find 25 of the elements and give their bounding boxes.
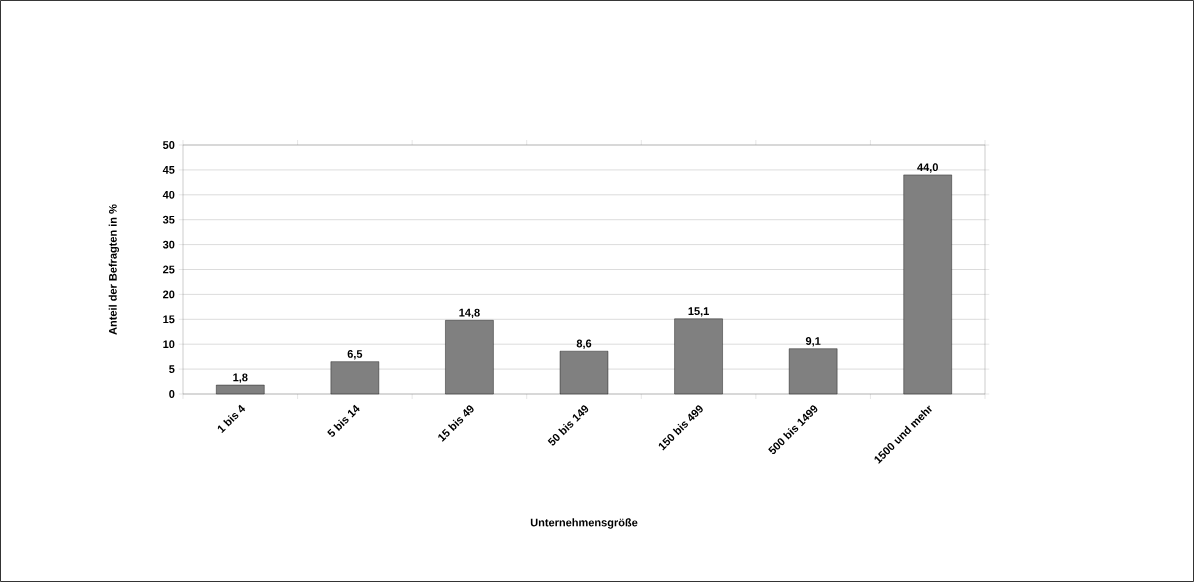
y-tick-label: 40 [162,190,175,199]
x-tick-label: 150 bis 499 [658,405,703,451]
x-tick-label: 15 bis 49 [438,405,474,442]
data-label: 6,5 [347,350,363,360]
y-tick-label: 25 [163,265,175,274]
x-tick-label: 1 bis 4 [217,404,246,434]
y-tick-label: 35 [162,215,175,224]
y-tick-label: 30 [162,240,175,249]
data-label: 9,1 [805,337,821,347]
y-tick-label: 50 [162,141,175,149]
y-axis-title: Anteil der Befragten in % [108,204,119,335]
x-axis-title: Unternehmensgröße [530,518,638,529]
data-label: 14,8 [459,308,480,319]
y-tick-label: 0 [169,390,175,398]
data-label: 8,6 [576,339,592,349]
y-tick-label: 20 [163,290,175,299]
data-label: 15,1 [688,307,709,317]
y-tick-label: 45 [162,166,175,174]
x-tick-label: 5 bis 14 [327,404,360,437]
y-tick-label: 15 [163,315,175,324]
y-tick-label: 5 [169,365,175,373]
data-label: 1,8 [233,373,248,383]
y-tick-label: 10 [163,340,175,349]
data-label: 44,0 [917,163,938,173]
x-tick-label: 50 bis 149 [547,405,589,446]
